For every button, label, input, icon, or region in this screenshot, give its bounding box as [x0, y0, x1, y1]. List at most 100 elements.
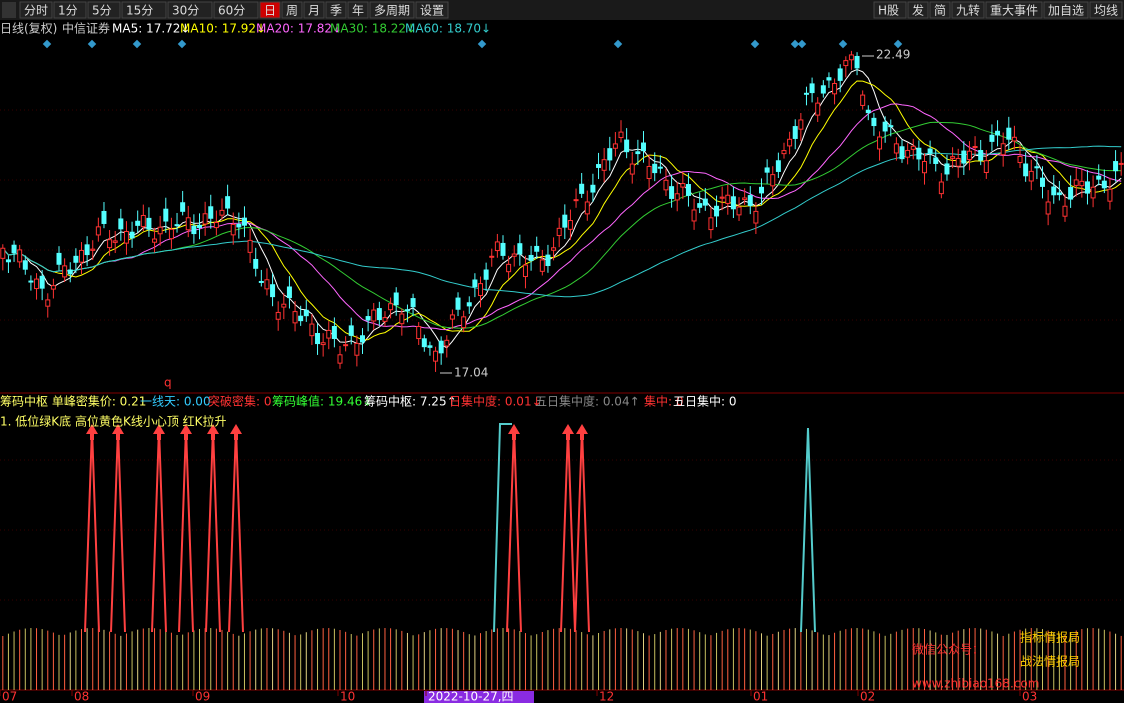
candle-body	[140, 214, 146, 228]
toolbar-button[interactable]: 重大事件	[990, 4, 1038, 18]
indicator-label: 筹码中枢 单峰密集价: 0.21	[0, 394, 146, 409]
candle-body	[107, 239, 113, 249]
x-tick-label: 08	[74, 690, 89, 703]
toolbar-button-bg[interactable]	[369, 1, 415, 19]
back-button[interactable]	[2, 2, 16, 18]
toolbar-button-bg[interactable]	[259, 1, 281, 19]
toolbar-button[interactable]: 1分	[58, 4, 78, 18]
candle-body	[669, 186, 675, 199]
candle-body	[506, 263, 512, 273]
toolbar-button[interactable]: 60分	[218, 4, 245, 18]
candle-body	[478, 283, 484, 296]
toolbar-button-bg[interactable]	[213, 1, 259, 19]
toolbar-button[interactable]: 设置	[420, 4, 444, 18]
candle-body	[494, 241, 500, 252]
candle-body	[309, 323, 315, 337]
toolbar-button-bg[interactable]	[347, 1, 369, 19]
toolbar-button-bg[interactable]	[325, 1, 347, 19]
toolbar-button[interactable]: 简	[934, 4, 946, 18]
candle-body	[303, 309, 309, 317]
candle-body	[444, 339, 450, 347]
toolbar-button[interactable]: 周	[286, 4, 298, 18]
toolbar-button[interactable]: 发	[912, 3, 924, 18]
toolbar-button-bg[interactable]	[415, 1, 449, 19]
candle-body	[579, 183, 585, 194]
candle-body	[1028, 170, 1034, 182]
candle-body	[95, 226, 101, 236]
candle-body	[657, 166, 663, 169]
candle-body	[708, 217, 714, 231]
candle-body	[270, 284, 276, 298]
signal-diamond	[132, 39, 142, 49]
candle-body	[573, 199, 579, 202]
candle-body	[753, 210, 759, 224]
candle-body	[612, 143, 618, 149]
toolbar-button[interactable]: 九转	[956, 3, 980, 18]
signal-arrow	[230, 424, 242, 440]
candle-body	[1006, 127, 1012, 140]
toolbar-button[interactable]: 加自选	[1048, 4, 1084, 18]
toolbar-button-bg[interactable]	[53, 1, 87, 19]
toolbar-button-bg[interactable]	[929, 1, 951, 19]
candle-body	[180, 202, 186, 212]
candle-body	[191, 225, 197, 235]
toolbar-button[interactable]: 分时	[24, 4, 48, 18]
candle-body	[1045, 201, 1051, 215]
candle-body	[28, 280, 34, 283]
candle-body	[815, 102, 821, 116]
toolbar-button-bg[interactable]	[167, 1, 213, 19]
candle-body	[534, 245, 540, 252]
toolbar-button-bg[interactable]	[873, 1, 907, 19]
candle-body	[5, 259, 11, 263]
candle-body	[1017, 155, 1023, 164]
toolbar-button-bg[interactable]	[281, 1, 303, 19]
toolbar-button[interactable]: 15分	[126, 4, 153, 18]
signal-diamond	[42, 39, 52, 49]
candle-body	[607, 148, 613, 161]
toolbar-button[interactable]: 30分	[172, 4, 199, 18]
toolbar-button-bg[interactable]	[121, 1, 167, 19]
candle-body	[225, 196, 231, 209]
candle-body	[1107, 188, 1113, 202]
ma-label: MA20: 17.82↓	[256, 22, 342, 36]
toolbar-button[interactable]: 月	[308, 4, 320, 18]
toolbar-button[interactable]: 均线	[1094, 4, 1118, 18]
toolbar-button[interactable]: 季	[330, 4, 342, 18]
toolbar-button[interactable]: 5分	[92, 4, 112, 18]
signal-arrow	[153, 424, 165, 440]
candle-body	[618, 131, 624, 139]
toolbar-button-bg[interactable]	[1089, 1, 1123, 19]
candle-body	[50, 285, 56, 290]
stock-name: 中信证券	[62, 21, 110, 36]
indicator-label: 一线天: 0.00	[140, 395, 211, 409]
candle-body	[972, 145, 978, 148]
candle-body	[685, 184, 691, 196]
candle-body	[230, 223, 236, 236]
toolbar-button-bg[interactable]	[907, 1, 929, 19]
candle-body	[702, 198, 708, 206]
toolbar-button-bg[interactable]	[87, 1, 121, 19]
toolbar-button-bg[interactable]	[303, 1, 325, 19]
candle-body	[944, 163, 950, 175]
toolbar-button[interactable]: 多周期	[374, 4, 410, 18]
candle-body	[775, 160, 781, 172]
candle-body	[1073, 179, 1079, 186]
candle-body	[888, 125, 894, 128]
toolbar-button[interactable]: 年	[352, 4, 364, 18]
candle-body	[247, 239, 253, 253]
candle-body	[393, 292, 399, 306]
toolbar-button-bg[interactable]	[19, 1, 53, 19]
candle-body	[1101, 180, 1107, 189]
candle-body	[163, 208, 169, 222]
toolbar	[0, 0, 1124, 20]
candle-body	[449, 314, 455, 320]
toolbar-button[interactable]: 日	[264, 4, 276, 18]
toolbar-button-bg[interactable]	[951, 1, 985, 19]
toolbar-button[interactable]: H股	[878, 4, 899, 18]
x-tick-label: 2022-10-27,四	[428, 690, 514, 703]
toolbar-button-bg[interactable]	[985, 1, 1043, 19]
candle-body	[489, 255, 495, 258]
candle-body	[371, 309, 377, 322]
toolbar-button-bg[interactable]	[1043, 1, 1089, 19]
indicator-label: 筹码峰值: 19.46↓	[272, 394, 372, 409]
